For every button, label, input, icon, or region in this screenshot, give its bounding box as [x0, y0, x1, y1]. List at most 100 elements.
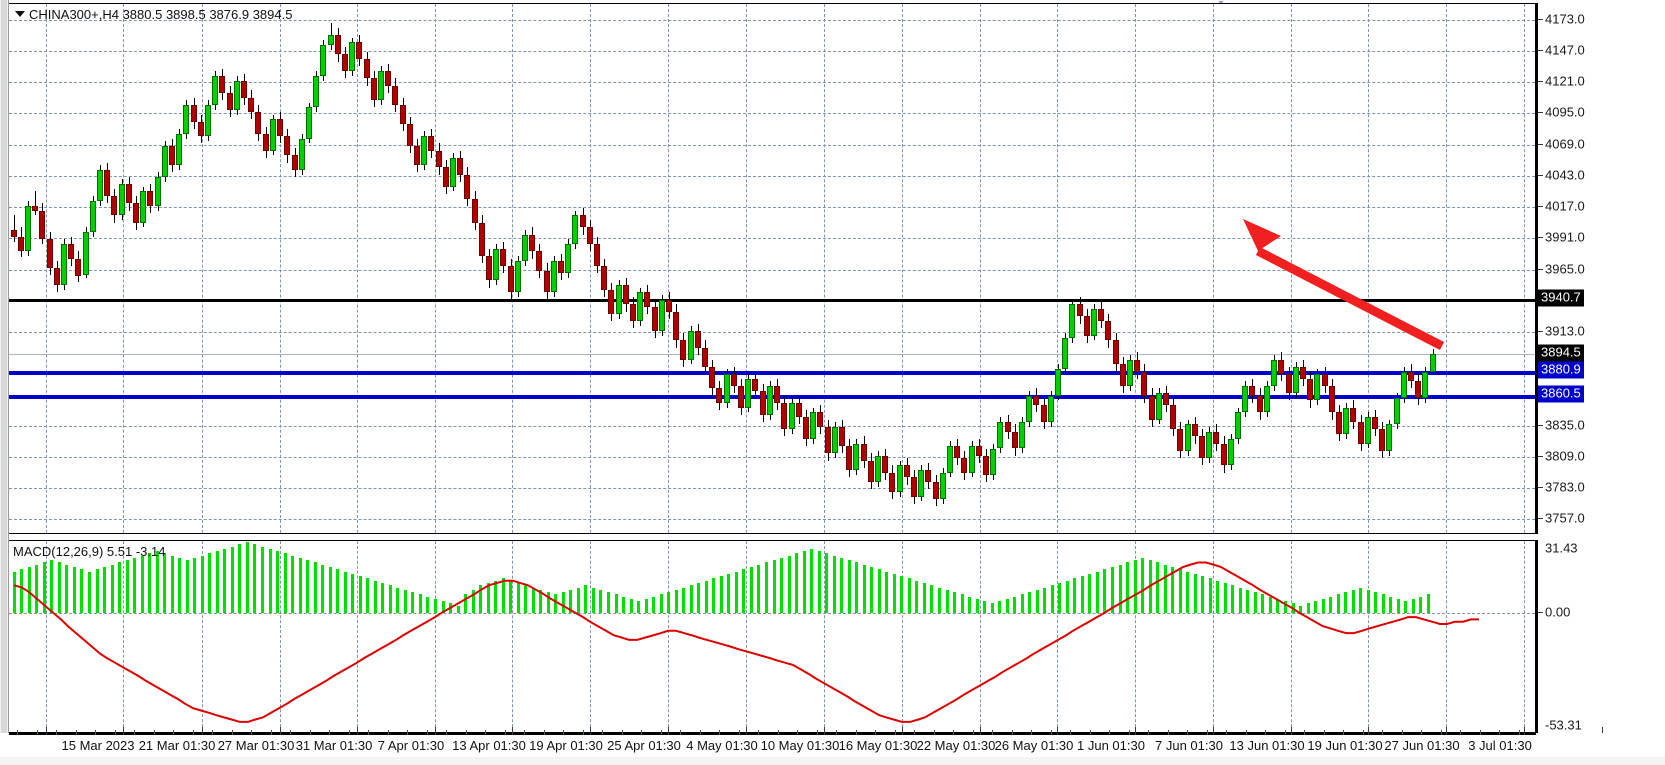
level-line-3940.7[interactable] — [9, 298, 1535, 302]
time-axis-minor-tick — [934, 730, 935, 735]
candle-body — [1084, 316, 1090, 336]
macd-histogram-bar — [201, 555, 204, 613]
macd-histogram-bar — [742, 569, 745, 613]
macd-histogram-bar — [569, 589, 572, 613]
candle-body — [1350, 407, 1356, 423]
price-axis-label: 3757.0 — [1545, 510, 1585, 526]
candle-body — [1336, 412, 1342, 435]
candle-body — [191, 104, 197, 122]
time-axis-label: 31 Mar 01:30 — [295, 738, 373, 753]
candle-body — [320, 44, 326, 77]
candle-body — [270, 119, 276, 151]
macd-histogram-bar — [524, 585, 527, 613]
macd-histogram-bar — [652, 596, 655, 613]
time-axis-minor-tick — [1012, 730, 1013, 735]
macd-histogram-bar — [344, 571, 347, 613]
candle-body — [551, 261, 557, 293]
macd-histogram-bar — [404, 589, 407, 613]
candle-body — [558, 261, 564, 274]
macd-histogram-bar — [539, 589, 542, 613]
macd-histogram-bar — [1269, 596, 1272, 613]
price-badge-3940.7[interactable]: 3940.7 — [1538, 289, 1584, 307]
candle-body — [248, 97, 254, 113]
left-scroll-thumb[interactable] — [1, 0, 7, 733]
candle-body — [1300, 366, 1306, 379]
macd-histogram-bar — [1404, 601, 1407, 613]
macd-histogram-bar — [1374, 592, 1377, 613]
candle-body — [904, 465, 910, 478]
time-axis-minor-tick — [115, 730, 116, 735]
bottom-scroll-strip[interactable] — [0, 757, 1665, 765]
candle-body — [1221, 443, 1227, 466]
macd-histogram-bar — [1239, 587, 1242, 613]
macd-histogram-bar — [359, 576, 362, 613]
candle-body — [1012, 431, 1018, 449]
price-axis-label: 4069.0 — [1545, 136, 1585, 152]
candle-body — [580, 215, 586, 228]
time-axis-minor-tick — [602, 730, 603, 735]
price-chart-pane[interactable]: CHINA300+,H4 3880.5 3898.5 3876.9 3894.5 — [9, 3, 1536, 534]
macd-histogram-bar — [1028, 592, 1031, 613]
candle-body — [493, 249, 499, 281]
time-axis-minor-tick — [95, 730, 96, 735]
candle-body — [969, 446, 975, 473]
macd-histogram-bar — [1329, 596, 1332, 613]
macd-histogram-bar — [1412, 598, 1415, 613]
macd-histogram-bar — [261, 546, 264, 613]
candle-body — [1185, 424, 1191, 451]
macd-histogram-bar — [915, 580, 918, 613]
macd-histogram-bar — [900, 576, 903, 613]
macd-chart-pane[interactable]: MACD(12,26,9) 5.51 -3.14 — [9, 540, 1536, 733]
candle-body — [335, 35, 341, 55]
candle-body — [227, 92, 233, 110]
candle-body — [342, 54, 348, 72]
candle-body — [861, 443, 867, 461]
candle-body — [219, 76, 225, 93]
macd-histogram-bar — [156, 551, 159, 613]
time-axis-minor-tick — [134, 730, 135, 735]
macd-histogram-bar — [396, 587, 399, 613]
candle-body — [111, 196, 117, 216]
candle-body — [868, 460, 874, 483]
price-badge-3894.5[interactable]: 3894.5 — [1538, 344, 1584, 362]
candle-body — [68, 244, 74, 259]
candle-body — [183, 104, 189, 134]
macd-histogram-bar — [1179, 569, 1182, 613]
candle-body — [1365, 417, 1371, 444]
price-badge-3860.5[interactable]: 3860.5 — [1538, 385, 1584, 403]
level-line-3894.5[interactable] — [9, 354, 1535, 356]
candle-body — [1105, 321, 1111, 341]
macd-histogram-bar — [953, 592, 956, 613]
macd-histogram-bar — [291, 555, 294, 613]
candle-body — [1422, 371, 1428, 399]
level-line-3880.9[interactable] — [9, 370, 1535, 375]
price-axis[interactable]: 4173.0 4147.0 4121.0 4095.0 4069.0 4043.0 4017… — [1536, 3, 1665, 534]
candle-body — [889, 472, 895, 492]
candle-body — [918, 470, 924, 497]
time-axis-label: 22 May 01:30 — [916, 738, 996, 753]
candle-body — [997, 422, 1003, 449]
candle-body — [407, 124, 413, 146]
candle-body — [263, 133, 269, 151]
left-scroll-rail[interactable] — [0, 0, 9, 733]
macd-axis[interactable]: 31.43 0.00 -53.31 — [1536, 540, 1665, 733]
time-axis-tick — [1291, 727, 1292, 735]
price-badge-3880.9[interactable]: 3880.9 — [1538, 361, 1584, 379]
macd-histogram-bar — [923, 582, 926, 613]
time-axis-label: 7 Apr 01:30 — [377, 738, 445, 753]
price-axis-tick — [1538, 174, 1543, 176]
caret-down-icon[interactable] — [15, 11, 25, 17]
macd-histogram-bar — [961, 594, 964, 613]
candle-body — [292, 155, 298, 170]
price-axis-tick — [1538, 49, 1543, 51]
candle-body — [75, 258, 81, 276]
candle-body — [810, 412, 816, 439]
time-axis-tick — [1368, 727, 1369, 735]
macd-histogram-bar — [457, 605, 460, 613]
macd-histogram-bar — [1021, 594, 1024, 613]
time-axis-label: 19 Apr 01:30 — [529, 738, 603, 753]
macd-histogram-bar — [13, 571, 16, 613]
time-axis-label: 1 Jun 01:30 — [1077, 738, 1145, 753]
candle-body — [911, 477, 917, 497]
